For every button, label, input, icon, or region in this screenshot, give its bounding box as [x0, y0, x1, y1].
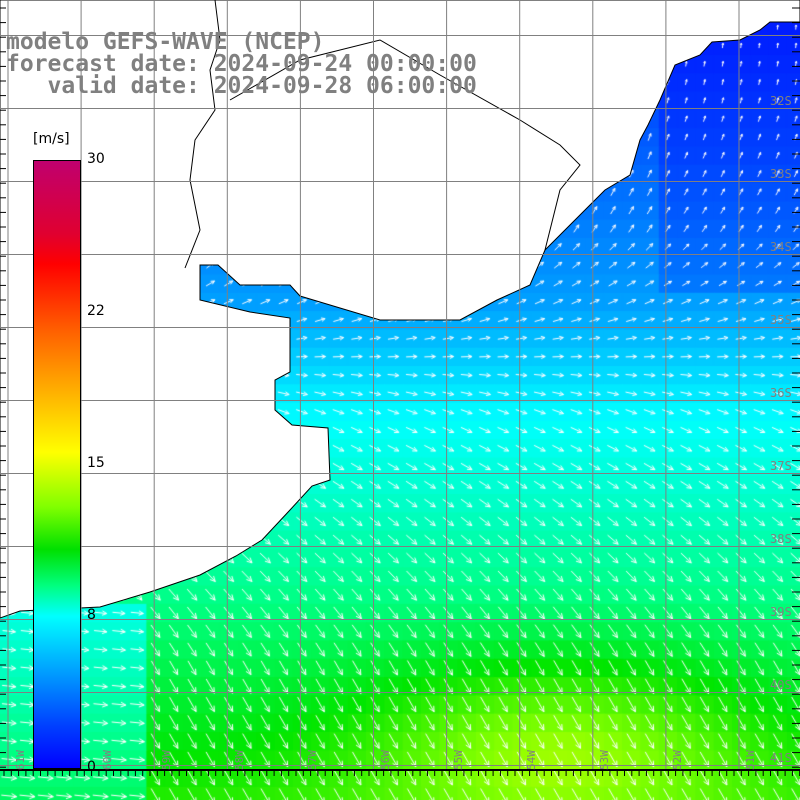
- latitude-label: 39S: [770, 605, 792, 619]
- longitude-label: 59W: [160, 750, 173, 770]
- longitude-label: 55W: [452, 750, 465, 770]
- longitude-label: 58W: [233, 750, 246, 770]
- colorbar-tick: 0: [87, 759, 96, 775]
- latitude-label: 37S: [770, 459, 792, 473]
- latitude-label: 34S: [770, 240, 792, 254]
- latitude-label: 33S: [770, 167, 792, 181]
- longitude-label: 57W: [306, 750, 319, 770]
- colorbar-tick: 22: [87, 303, 105, 319]
- land-mask: [0, 0, 800, 619]
- longitude-label: 53W: [598, 750, 611, 770]
- longitude-label: 51W: [744, 750, 757, 770]
- graticule: [0, 0, 800, 776]
- longitude-label: 56W: [379, 750, 392, 770]
- longitude-label: 52W: [671, 750, 684, 770]
- inland-border: [184, 0, 221, 269]
- colorbar-tick: 15: [87, 455, 105, 471]
- longitude-label: 54W: [525, 750, 538, 770]
- longitude-label: 61W: [14, 750, 27, 770]
- colorbar-unit: [m/s]: [33, 131, 70, 147]
- colorbar-tick: 30: [87, 151, 105, 167]
- colorbar-tick: 8: [87, 607, 96, 623]
- valid-date: valid date: 2024-09-28 06:00:00: [6, 73, 477, 99]
- latitude-label: 38S: [770, 532, 792, 546]
- model-title: modelo GEFS-WAVE (NCEP): [6, 29, 325, 55]
- latitude-label: 40S: [770, 678, 792, 692]
- latitude-label: 32S: [770, 94, 792, 108]
- latitude-label: 41S: [770, 751, 792, 765]
- forecast-date: forecast date: 2024-09-24 00:00:00: [6, 51, 477, 77]
- longitude-label: 60W: [101, 750, 114, 770]
- colorbar: [33, 160, 81, 769]
- latitude-label: 36S: [770, 386, 792, 400]
- latitude-label: 35S: [770, 313, 792, 327]
